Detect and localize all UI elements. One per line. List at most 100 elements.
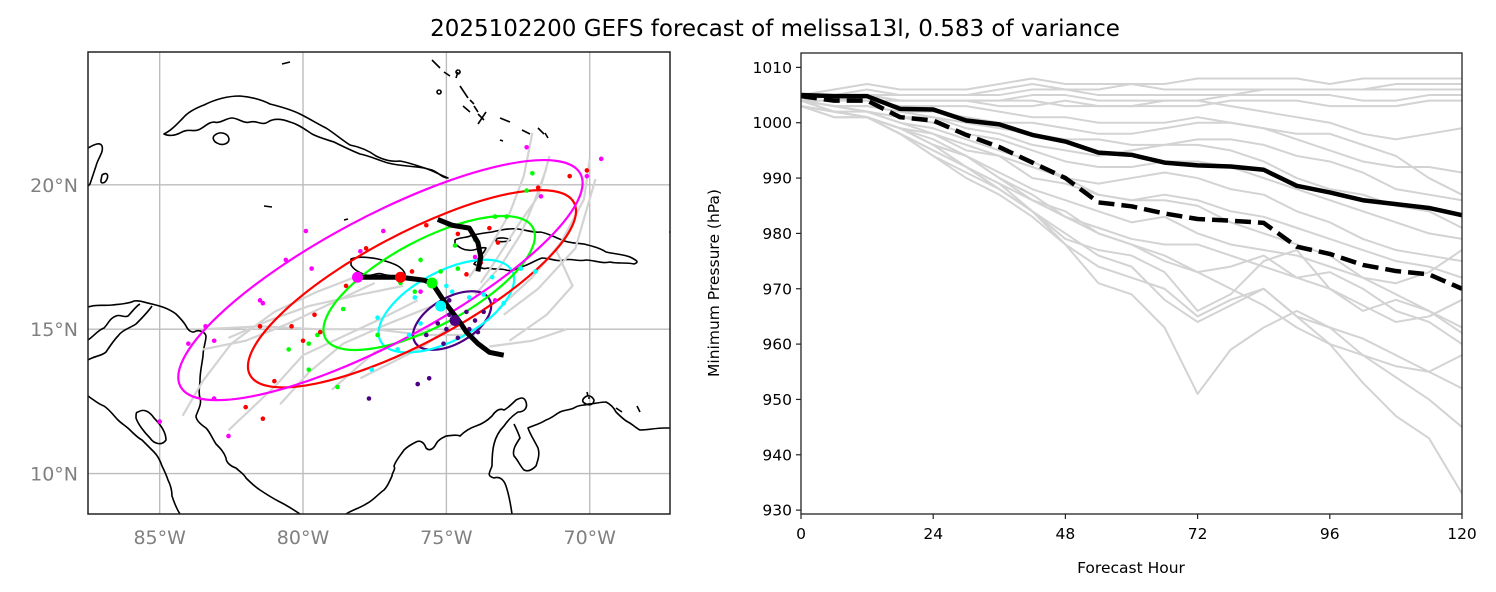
coastline-cozumel <box>100 172 109 184</box>
member-position-point-72h <box>530 170 535 176</box>
map-x-tick-label: 85°W <box>133 527 186 549</box>
mean-position-marker-96h <box>395 271 407 283</box>
coastline-south-america <box>345 397 670 514</box>
pressure-x-axis-label: Forecast Hour <box>1077 559 1185 577</box>
member-position-point-96h <box>424 222 429 228</box>
member-position-point-48h <box>444 283 449 289</box>
ensemble-pressure-line <box>801 77 1462 97</box>
coastline-lake-nicaragua <box>135 409 167 445</box>
member-position-point-96h <box>260 416 266 422</box>
member-position-point-72h <box>306 367 312 372</box>
map-background <box>88 52 670 514</box>
pressure-y-tick-label: 950 <box>762 391 792 409</box>
member-position-point-24h <box>475 329 481 335</box>
member-position-point-72h <box>315 332 320 338</box>
member-position-point-120h <box>186 341 191 346</box>
pressure-y-tick-label: 940 <box>762 446 792 464</box>
member-position-point-72h <box>524 188 529 193</box>
ensemble-pressure-line <box>801 105 1462 373</box>
member-position-point-72h <box>306 341 312 346</box>
ensemble-track-line <box>202 325 476 337</box>
member-position-point-120h <box>358 248 363 254</box>
member-position-point-120h <box>538 194 544 199</box>
member-position-point-24h <box>415 381 421 387</box>
member-position-point-72h <box>340 306 346 312</box>
ensemble-track-line <box>508 247 574 342</box>
pressure-y-tick-label: 960 <box>762 336 792 354</box>
figure-suptitle: 2025102200 GEFS forecast of melissa13l, … <box>430 16 1120 42</box>
mean-position-marker-48h <box>435 300 447 312</box>
pressure-y-tick-label: 970 <box>762 280 792 298</box>
member-position-point-120h <box>418 289 423 294</box>
map-frame <box>87 51 671 515</box>
member-position-point-24h <box>444 326 449 332</box>
ensemble-pressure-line <box>801 99 1462 196</box>
ensemble-track-line <box>359 319 459 380</box>
ensemble-track-line <box>503 178 597 316</box>
member-position-point-96h <box>257 324 263 329</box>
member-position-point-120h <box>309 266 314 271</box>
member-position-point-120h <box>598 156 604 162</box>
member-position-point-120h <box>303 228 309 234</box>
pressure-mean-line <box>801 92 1462 218</box>
member-position-point-24h <box>464 309 469 315</box>
pressure-y-tick-label: 1010 <box>753 59 792 77</box>
ensemble-pressure-line <box>801 99 1462 240</box>
mean-track-north-line <box>436 217 484 272</box>
member-position-point-120h <box>203 324 208 329</box>
member-position-point-72h <box>452 243 458 248</box>
member-position-point-48h <box>518 266 524 271</box>
member-position-point-72h <box>335 384 340 390</box>
member-position-point-24h <box>426 375 432 381</box>
member-position-point-96h <box>289 324 294 329</box>
member-position-point-96h <box>584 168 590 173</box>
member-position-point-120h <box>381 228 386 234</box>
ensemble-pressure-line <box>801 99 1462 334</box>
member-position-point-120h <box>257 298 263 303</box>
member-position-point-120h <box>211 338 217 344</box>
member-position-point-48h <box>489 274 495 280</box>
member-position-point-96h <box>312 312 317 318</box>
uncertainty-ellipse-72h <box>322 214 537 352</box>
member-position-point-48h <box>501 300 507 306</box>
uncertainty-ellipse-96h <box>246 189 578 389</box>
ensemble-track-line <box>489 328 568 348</box>
coastline-isle-of-youth <box>212 132 230 146</box>
member-position-point-96h <box>243 404 248 410</box>
member-position-point-24h <box>435 321 441 326</box>
pressure-x-tick-label: 72 <box>1188 525 1208 543</box>
member-position-point-72h <box>418 257 423 263</box>
member-position-point-72h <box>412 289 418 294</box>
member-position-point-120h <box>472 254 478 260</box>
pressure-y-tick-label: 990 <box>762 170 792 188</box>
member-position-point-120h <box>584 173 590 179</box>
member-position-point-48h <box>412 295 418 300</box>
coastline-cuba <box>163 95 449 179</box>
coastline-yucatan <box>88 143 104 187</box>
member-position-point-48h <box>532 269 538 274</box>
member-position-point-72h <box>492 214 498 219</box>
pressure-x-tick-label: 120 <box>1447 525 1477 543</box>
member-position-point-96h <box>487 225 492 231</box>
ensemble-track-line <box>202 282 376 351</box>
member-position-point-72h <box>504 214 509 219</box>
member-position-point-48h <box>418 321 423 326</box>
map-y-tick-label: 10°N <box>30 464 78 486</box>
pressure-axes-frame <box>800 52 1463 515</box>
member-position-point-48h <box>395 347 400 352</box>
member-position-point-48h <box>375 315 380 320</box>
map-x-tick-label: 70°W <box>563 527 616 549</box>
member-position-point-120h <box>211 396 217 401</box>
member-position-point-120h <box>283 257 289 263</box>
pressure-panel: 930 940 950 960 970 980 990 1000 1010 0 24 48 72 96 1… <box>705 52 1477 577</box>
member-position-point-96h <box>455 231 461 237</box>
member-position-point-48h <box>481 292 486 297</box>
member-position-point-24h <box>424 332 429 338</box>
member-position-point-72h <box>286 347 291 352</box>
member-position-point-120h <box>492 298 498 303</box>
pressure-mode-line <box>801 93 1462 291</box>
pressure-x-tick-label: 48 <box>1056 525 1076 543</box>
member-position-point-48h <box>369 367 375 372</box>
member-position-point-96h <box>495 240 501 245</box>
